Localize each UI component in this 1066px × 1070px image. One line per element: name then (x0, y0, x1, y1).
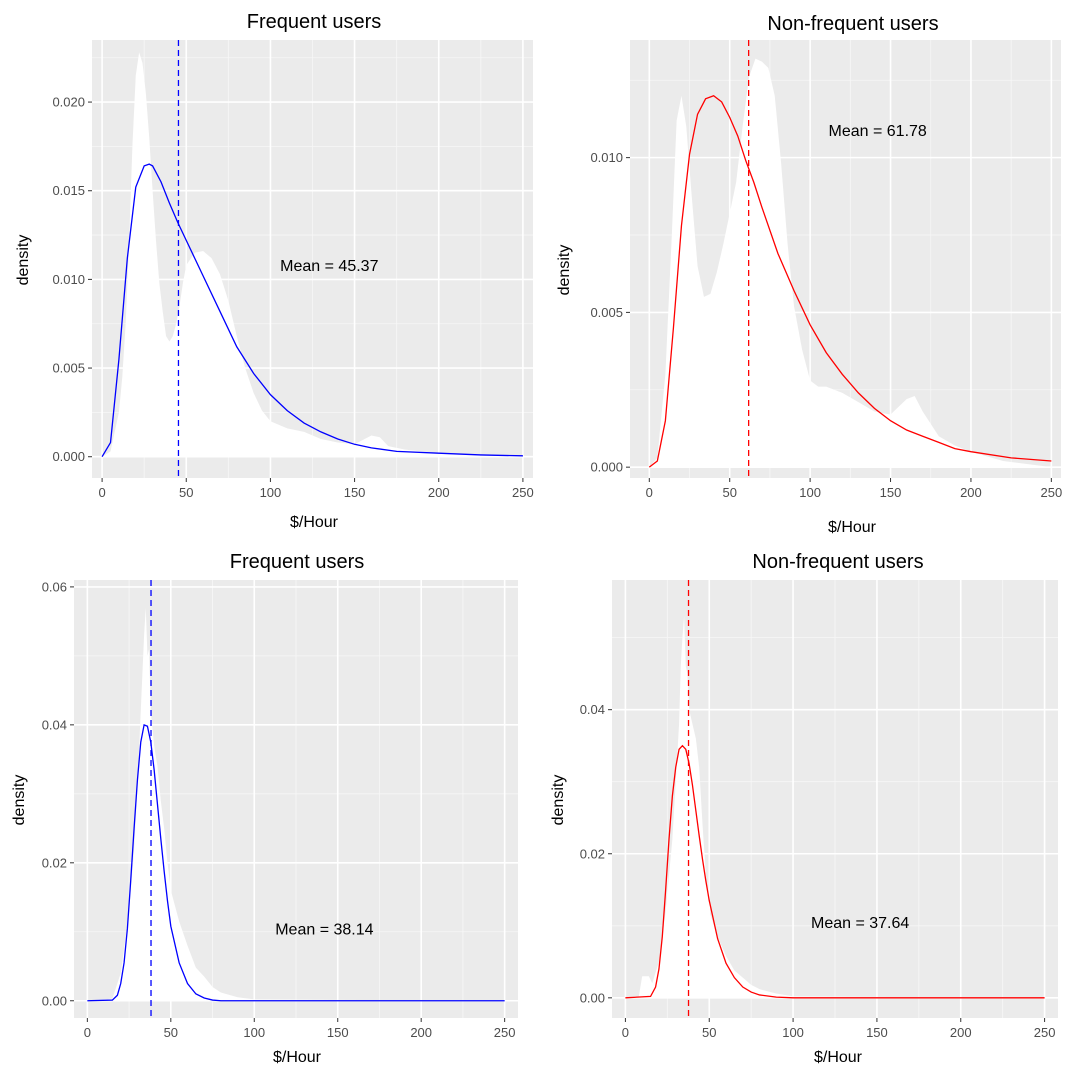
x-tick-label: 100 (799, 485, 821, 500)
x-tick-label: 150 (866, 1025, 888, 1040)
y-tick-label: 0.005 (590, 305, 623, 320)
x-tick-label: 50 (164, 1025, 178, 1040)
chart-panel-2: Mean = 61.78 0 50 100 150 200 250 0.000 0.005 0.0… (556, 13, 1062, 536)
chart-title: Non-frequent users (752, 551, 923, 573)
empirical-density-area (102, 52, 523, 457)
x-tick-label: 150 (880, 485, 902, 500)
fitted-density-line (625, 744, 1045, 999)
x-tick-label: 250 (1040, 485, 1062, 500)
y-axis-label: density (550, 775, 567, 826)
y-tick-label: 0.00 (42, 993, 67, 1008)
y-tick-label: 0.04 (580, 702, 605, 717)
x-tick-label: 150 (327, 1025, 349, 1040)
y-tick-label: 0.02 (580, 846, 605, 861)
y-tick-label: 0.04 (42, 717, 67, 732)
y-axis-label: density (15, 235, 32, 286)
y-tick-label: 0.020 (52, 95, 85, 110)
x-tick-label: 150 (344, 485, 366, 500)
x-tick-label: 200 (960, 485, 982, 500)
chart-title: Frequent users (247, 11, 382, 33)
chart-title: Non-frequent users (767, 13, 938, 35)
y-tick-label: 0.005 (52, 361, 85, 376)
x-tick-label: 200 (410, 1025, 432, 1040)
y-tick-label: 0.010 (52, 272, 85, 287)
mean-annotation: Mean = 38.14 (275, 921, 373, 938)
mean-annotation: Mean = 37.64 (811, 915, 909, 932)
chart-title: Frequent users (230, 551, 365, 573)
fitted-density-line (648, 94, 1052, 468)
fitted-density-line (87, 723, 505, 1002)
y-tick-label: 0.015 (52, 183, 85, 198)
x-tick-label: 50 (722, 485, 736, 500)
mean-annotation: Mean = 45.37 (280, 258, 378, 275)
x-tick-label: 250 (512, 485, 534, 500)
y-tick-label: 0.000 (590, 460, 623, 475)
x-tick-label: 50 (179, 485, 193, 500)
empirical-density-area (87, 607, 505, 1001)
x-tick-label: 250 (494, 1025, 516, 1040)
x-axis-label: $/Hour (814, 1049, 863, 1066)
x-tick-label: 0 (98, 485, 105, 500)
fitted-density-line (101, 163, 523, 458)
y-tick-label: 0.010 (590, 150, 623, 165)
x-tick-label: 50 (702, 1025, 716, 1040)
chart-panel-3: Mean = 38.14 0 50 100 150 200 250 0.00 0.02 0.04 0… (11, 551, 518, 1066)
x-tick-label: 0 (646, 485, 653, 500)
x-axis-label: $/Hour (828, 519, 877, 536)
x-tick-label: 0 (84, 1025, 91, 1040)
x-tick-label: 100 (243, 1025, 265, 1040)
x-tick-label: 100 (260, 485, 282, 500)
mean-annotation: Mean = 61.78 (829, 123, 927, 140)
y-axis-label: density (11, 775, 28, 826)
x-tick-label: 200 (950, 1025, 972, 1040)
y-tick-label: 0.02 (42, 855, 67, 870)
x-tick-label: 0 (622, 1025, 629, 1040)
chart-panel-1: Mean = 45.37 0 50 100 150 200 250 0.000 0.005 0.0… (15, 11, 534, 531)
empirical-density-area (625, 616, 1045, 998)
chart-panel-4: Mean = 37.64 0 50 100 150 200 250 0.00 0.02 0.04 N… (550, 551, 1058, 1066)
x-axis-label: $/Hour (273, 1049, 322, 1066)
x-tick-label: 200 (428, 485, 450, 500)
x-tick-label: 250 (1034, 1025, 1056, 1040)
x-tick-label: 100 (782, 1025, 804, 1040)
empirical-density-area (649, 58, 1052, 468)
x-axis-label: $/Hour (290, 514, 339, 531)
y-tick-label: 0.06 (42, 579, 67, 594)
y-tick-label: 0.00 (580, 990, 605, 1005)
y-tick-label: 0.000 (52, 449, 85, 464)
y-axis-label: density (556, 245, 573, 296)
